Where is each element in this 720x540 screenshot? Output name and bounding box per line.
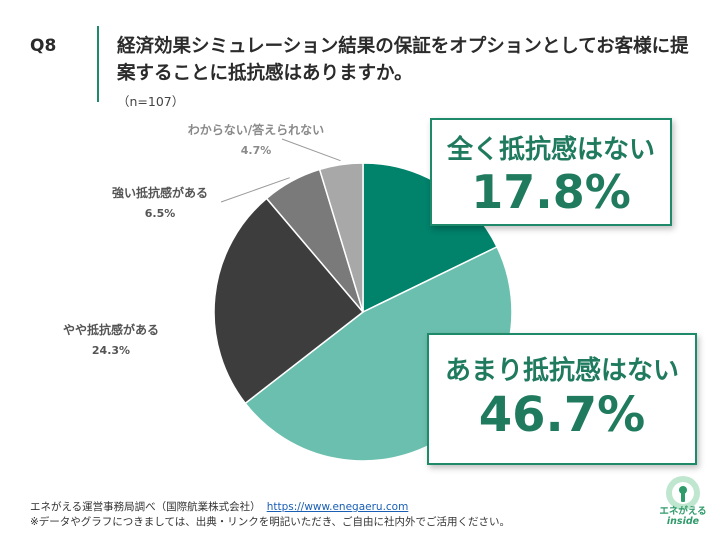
- question-text: 経済効果シミュレーション結果の保証をオプションとしてお客様に提案することに抵抗感…: [117, 36, 689, 84]
- pie-slice-3: [213, 197, 365, 405]
- callout-top-percent: 17.8%: [471, 165, 631, 219]
- leader-line-5: [281, 138, 341, 162]
- logo-line1: エネがえる: [659, 506, 707, 517]
- callout-bottom-label: あまり抵抗感はない: [444, 356, 679, 386]
- slice-value-5: 4.7%: [241, 144, 272, 157]
- sample-size: （n=107）: [117, 94, 185, 109]
- callout-bottom: あまり抵抗感はない 46.7%: [427, 333, 697, 465]
- header-divider: [97, 26, 99, 102]
- slice-value-3: 24.3%: [92, 344, 130, 357]
- slice-label-3: やや抵抗感がある: [63, 322, 159, 337]
- question-number: Q8: [30, 36, 57, 56]
- slice-value-4: 6.5%: [145, 207, 176, 220]
- footer-link[interactable]: https://www.enegaeru.com: [266, 501, 409, 513]
- slice-label-5: わからない/答えられない: [188, 122, 324, 137]
- leader-line-4: [220, 177, 290, 203]
- logo-line2: inside: [666, 516, 700, 527]
- slice-label-4: 強い抵抗感がある: [112, 185, 208, 200]
- footer-note: ※データやグラフにつきましては、出典・リンクを明記いただき、ご自由に社内外でご活…: [30, 516, 511, 528]
- pie-slice-5: [318, 162, 364, 313]
- enegaeru-logo-icon: [666, 476, 700, 510]
- footer: エネがえる運営事務局調べ（国際航業株式会社） https://www.enegae…: [30, 500, 510, 530]
- footer-source: エネがえる運営事務局調べ（国際航業株式会社）: [30, 501, 261, 513]
- callout-bottom-percent: 46.7%: [478, 387, 646, 443]
- callout-top: 全く抵抗感はない 17.8%: [430, 118, 672, 226]
- logo-text: エネがえる inside: [648, 507, 718, 527]
- callout-top-label: 全く抵抗感はない: [446, 135, 655, 165]
